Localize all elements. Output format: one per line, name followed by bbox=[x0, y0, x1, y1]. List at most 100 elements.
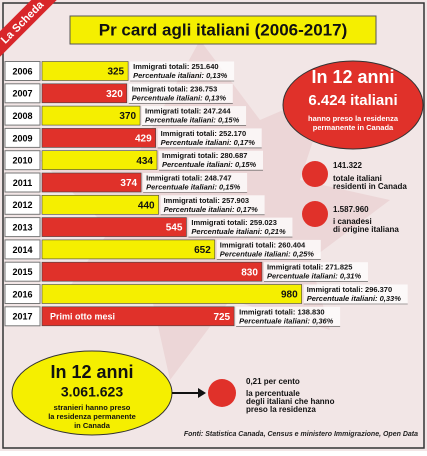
y-tick-label: 2015 bbox=[12, 267, 32, 277]
arrow-head bbox=[198, 388, 206, 398]
annotation-box bbox=[160, 195, 265, 215]
value-label: 320 bbox=[106, 89, 123, 100]
annotation-box bbox=[142, 106, 247, 126]
bar bbox=[41, 195, 159, 215]
annotation: Percentuale italiani: 0,25% bbox=[220, 249, 315, 258]
callout-bubble bbox=[282, 60, 424, 150]
y-tick-label: 2014 bbox=[12, 245, 32, 255]
year-box bbox=[4, 239, 41, 260]
bar bbox=[41, 217, 187, 237]
bar bbox=[41, 172, 142, 193]
annotation-box bbox=[159, 150, 264, 170]
frame bbox=[2, 2, 425, 449]
source: Fonti: Statistica Canada, Census e minis… bbox=[184, 431, 418, 438]
callout-dot bbox=[302, 201, 328, 227]
year-box bbox=[4, 83, 41, 104]
annotation: Percentuale italiani: 0,33% bbox=[307, 294, 402, 303]
value-label: 440 bbox=[138, 200, 155, 211]
year-box bbox=[4, 217, 41, 238]
y-tick-label: 2013 bbox=[12, 222, 32, 232]
annotation-box bbox=[130, 61, 235, 81]
annotation: Percentuale italiani: 0,15% bbox=[145, 116, 240, 125]
annotation: Percentuale italiani: 0,31% bbox=[267, 272, 362, 281]
annotation-box bbox=[188, 217, 293, 237]
callout-number: 141.322 bbox=[333, 161, 362, 170]
y-tick-label: 2008 bbox=[12, 111, 32, 121]
bar bbox=[41, 105, 141, 126]
callout-text: preso la residenza bbox=[246, 405, 316, 414]
callout-text: residenti in Canada bbox=[333, 182, 407, 191]
y-tick-label: 2012 bbox=[12, 200, 32, 210]
annotation: Percentuale italiani: 0,15% bbox=[162, 160, 257, 169]
year-box bbox=[4, 150, 41, 171]
y-tick-label: 2006 bbox=[12, 66, 32, 76]
annotation: Immigrati totali: 248.747 bbox=[146, 173, 231, 182]
annotation: Percentuale italiani: 0,36% bbox=[239, 316, 334, 325]
callout-number: 1.587.960 bbox=[333, 205, 369, 214]
annotation: Immigrati totali: 280.687 bbox=[162, 151, 247, 160]
year-box bbox=[4, 172, 41, 193]
year-box bbox=[4, 194, 41, 215]
year-box bbox=[4, 61, 41, 81]
annotation: Immigrati totali: 138.830 bbox=[239, 307, 324, 316]
annotation: Percentuale italiani: 0,17% bbox=[164, 205, 259, 214]
value-label: 434 bbox=[136, 156, 153, 167]
callout-text: di origine italiana bbox=[333, 225, 399, 234]
callout-text: permanente in Canada bbox=[313, 123, 394, 132]
annotation: Percentuale italiani: 0,13% bbox=[133, 71, 228, 80]
year-box bbox=[4, 105, 41, 126]
callout-text: la percentuale bbox=[246, 389, 300, 398]
value-label: 545 bbox=[166, 223, 183, 234]
callout-text: totale italiani bbox=[333, 174, 382, 183]
year-box bbox=[4, 127, 41, 148]
annotation: Immigrati totali: 257.903 bbox=[164, 196, 249, 205]
callout-text: degli italiani che hanno bbox=[246, 397, 335, 406]
y-tick-label: 2016 bbox=[12, 289, 32, 299]
annotation: Percentuale italiani: 0,13% bbox=[132, 93, 227, 102]
callout-lead: In 12 anni bbox=[311, 67, 394, 87]
value-label: 980 bbox=[281, 290, 298, 301]
y-tick-label: 2007 bbox=[12, 89, 32, 99]
bar bbox=[41, 83, 128, 104]
bar bbox=[41, 261, 263, 282]
callout-number: 3.061.623 bbox=[61, 384, 123, 400]
annotation-box bbox=[236, 306, 341, 326]
bar bbox=[41, 61, 129, 81]
bar bbox=[41, 150, 158, 170]
annotation: Immigrati totali: 260.404 bbox=[220, 240, 306, 249]
y-tick-label: 2009 bbox=[12, 133, 32, 143]
annotation-box bbox=[263, 262, 368, 282]
value-label: 374 bbox=[120, 178, 137, 189]
callout-text: in Canada bbox=[74, 421, 111, 430]
annotation: Percentuale italiani: 0,17% bbox=[161, 138, 256, 147]
callout-text: i canadesi bbox=[333, 217, 372, 226]
callout-text: stranieri hanno preso bbox=[54, 403, 131, 412]
annotation: Immigrati totali: 252.170 bbox=[161, 129, 246, 138]
annotation-box bbox=[128, 83, 233, 103]
bar bbox=[41, 306, 235, 327]
value-label: 370 bbox=[119, 111, 136, 122]
y-tick-label: 2010 bbox=[12, 156, 32, 166]
annotation: Immigrati totali: 251.640 bbox=[133, 62, 218, 71]
badge-bg bbox=[0, 0, 61, 61]
annotation-box bbox=[303, 284, 408, 304]
value-label: 652 bbox=[194, 245, 211, 256]
annotation: Immigrati totali: 259.023 bbox=[191, 218, 276, 227]
annotation: Immigrati totali: 296.370 bbox=[307, 285, 392, 294]
bar bbox=[41, 284, 303, 304]
value-label: 429 bbox=[135, 134, 152, 145]
annotation-box bbox=[143, 173, 248, 192]
callout-text: hanno preso la residenza bbox=[308, 114, 399, 123]
y-tick-label: 2011 bbox=[13, 178, 33, 188]
year-box bbox=[4, 306, 41, 327]
annotation-box bbox=[157, 128, 262, 148]
annotation-box bbox=[216, 239, 321, 259]
annotation: Percentuale italiani: 0,21% bbox=[191, 227, 286, 236]
value-label: 325 bbox=[107, 67, 124, 78]
year-box bbox=[4, 261, 41, 282]
callout-dot bbox=[208, 379, 236, 407]
annotation: Immigrati totali: 271.825 bbox=[267, 263, 352, 272]
bar bbox=[41, 128, 156, 148]
year-box bbox=[4, 284, 41, 304]
